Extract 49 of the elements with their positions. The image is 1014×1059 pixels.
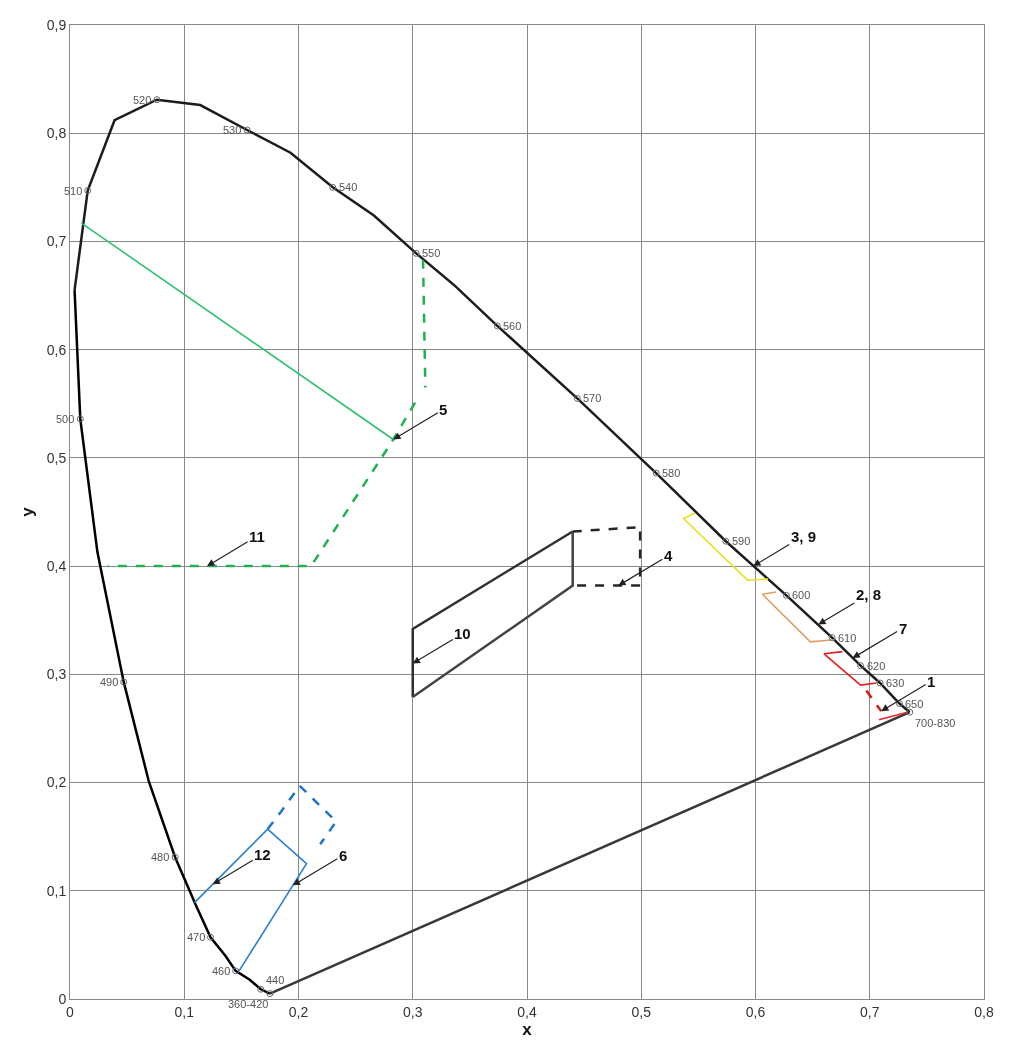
annotation: 590: [732, 535, 751, 547]
annotation: 570: [583, 392, 602, 404]
y-tick-label: 0: [58, 990, 67, 1007]
y-tick-label: 0,4: [46, 558, 67, 575]
annotation: 1: [927, 673, 936, 690]
annotation: 600: [792, 589, 811, 601]
annotation: 700-830: [915, 717, 956, 729]
annotation: 580: [662, 467, 681, 479]
annotation: 4: [664, 547, 673, 564]
x-tick-label: 0,3: [403, 1003, 423, 1020]
annotation: 560: [503, 320, 522, 332]
annotation: 470: [187, 931, 206, 943]
annotation: 6: [339, 847, 348, 864]
annotation: 550: [422, 247, 441, 259]
annotation: 11: [249, 528, 265, 545]
annotation: 5: [439, 401, 448, 418]
annotation: 540: [339, 181, 358, 193]
x-tick-label: 0,6: [745, 1003, 766, 1020]
x-tick-label: 0,5: [631, 1003, 652, 1020]
annotation: 2, 8: [856, 586, 882, 603]
y-tick-label: 0,8: [46, 125, 67, 142]
annotation: 520: [133, 94, 152, 106]
y-tick-label: 0,7: [46, 233, 67, 250]
y-tick-label: 0,1: [46, 882, 67, 899]
annotation: 440: [266, 974, 285, 986]
annotation: 610: [838, 632, 857, 644]
annotation: 10: [454, 625, 471, 642]
x-axis-title: x: [522, 1020, 533, 1040]
annotation: 3, 9: [791, 528, 817, 545]
annotation: 530: [223, 124, 242, 136]
annotation: 490: [100, 676, 119, 688]
x-tick-label: 0,8: [974, 1003, 994, 1020]
y-tick-label: 0,9: [46, 16, 67, 33]
x-tick-label: 0,7: [860, 1003, 880, 1020]
y-axis-title: y: [18, 506, 38, 517]
y-tick-label: 0,6: [46, 341, 67, 358]
x-tick-label: 0,2: [288, 1003, 309, 1020]
x-tick-label: 0,1: [174, 1003, 195, 1020]
y-tick-label: 0,3: [46, 666, 67, 683]
x-tick-label: 0,4: [517, 1003, 537, 1020]
y-tick-label: 0,5: [46, 449, 67, 466]
annotation: 7: [899, 620, 908, 637]
annotation: 360-420: [228, 998, 269, 1010]
annotation: 630: [886, 677, 905, 689]
annotation: 480: [151, 851, 170, 863]
y-tick-label: 0,2: [46, 774, 67, 791]
annotation: 650: [905, 698, 924, 710]
annotation: 12: [254, 846, 271, 863]
annotation: 460: [212, 965, 231, 977]
